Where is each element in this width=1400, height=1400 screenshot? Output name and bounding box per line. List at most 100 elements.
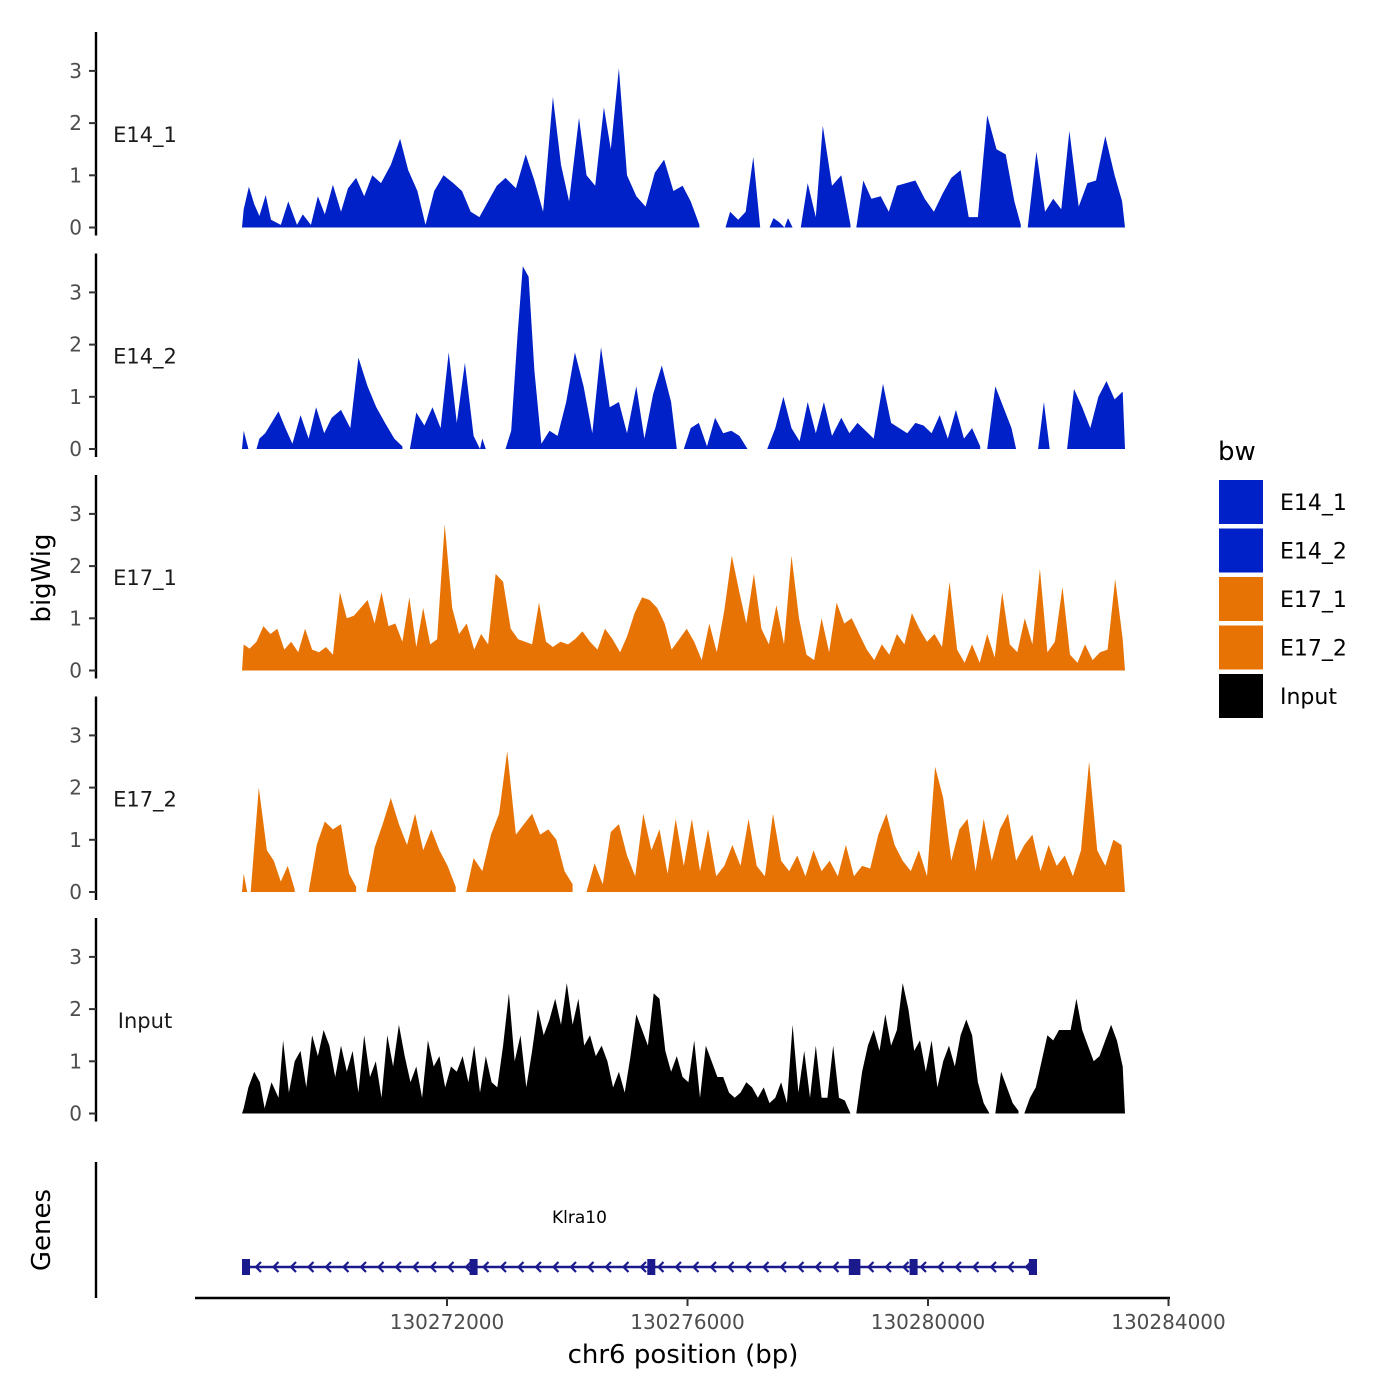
legend-entry-e17_1: E17_1 xyxy=(1219,577,1347,621)
x-tick-label: 130272000 xyxy=(390,1310,505,1334)
signal-area xyxy=(683,417,748,449)
legend-entry-e14_1: E14_1 xyxy=(1219,480,1347,524)
x-tick-label: 130284000 xyxy=(1111,1310,1226,1334)
strand-arrow-icon xyxy=(971,1261,980,1273)
signal-area xyxy=(466,751,573,892)
genes-panel-title: Genes xyxy=(27,1189,57,1271)
signal-area xyxy=(987,386,1017,449)
strand-arrow-icon xyxy=(359,1261,367,1273)
strand-arrow-icon xyxy=(499,1261,507,1273)
strand-arrow-icon xyxy=(271,1261,280,1273)
legend-swatch xyxy=(1219,674,1263,718)
signal-area xyxy=(308,821,357,892)
gene-exon xyxy=(469,1259,478,1275)
x-axis: 130272000 130276000 130280000 130284000 chr… xyxy=(195,1296,1226,1370)
signal-area xyxy=(1024,998,1125,1114)
y-tick-label: 0 xyxy=(69,659,82,683)
legend-label: E14_1 xyxy=(1280,491,1347,516)
x-axis-title: chr6 position (bp) xyxy=(568,1340,799,1370)
strand-arrow-icon xyxy=(656,1261,665,1273)
gene-panel: Genes Klra10 xyxy=(27,1162,1037,1298)
y-tick-label: 0 xyxy=(69,216,82,240)
y-tick-label: 3 xyxy=(69,502,82,526)
gene-exon xyxy=(1028,1259,1037,1275)
y-tick-label: 0 xyxy=(69,1102,82,1126)
track-label: E17_2 xyxy=(113,788,177,813)
y-tick-label: 3 xyxy=(69,723,82,747)
y-tick-label: 0 xyxy=(69,880,82,904)
y-tick-label: 1 xyxy=(69,163,82,187)
track-e14_2: 0 1 2 3 E14_2 xyxy=(69,253,1125,461)
y-axis-title: bigWig xyxy=(27,533,57,622)
y-tick-label: 1 xyxy=(69,606,82,630)
legend-entry-e17_2: E17_2 xyxy=(1219,625,1347,670)
track-label: E17_1 xyxy=(113,566,177,591)
signal-area xyxy=(256,357,403,449)
gene-exon xyxy=(647,1259,656,1275)
signal-area xyxy=(769,218,793,228)
strand-arrow-icon xyxy=(306,1261,315,1273)
strand-arrow-icon xyxy=(919,1261,927,1273)
track-label: Input xyxy=(118,1009,172,1033)
signal-area xyxy=(242,68,700,228)
strand-arrow-icon xyxy=(411,1261,420,1273)
legend-swatch xyxy=(1219,577,1263,621)
legend-label: E14_2 xyxy=(1280,540,1347,565)
strand-arrow-icon xyxy=(744,1261,752,1273)
strand-arrow-icon xyxy=(446,1261,455,1273)
x-tick-label: 130280000 xyxy=(871,1310,986,1334)
y-tick-label: 2 xyxy=(69,111,82,135)
signal-area xyxy=(856,115,1021,228)
strand-arrow-icon xyxy=(341,1261,350,1273)
legend-swatch xyxy=(1219,625,1263,670)
signal-area xyxy=(586,761,1125,892)
legend-entry-e14_2: E14_2 xyxy=(1219,528,1347,573)
y-tick-label: 3 xyxy=(69,59,82,83)
strand-arrow-icon xyxy=(831,1261,840,1273)
strand-arrow-icon xyxy=(1006,1261,1015,1273)
track-e17_1: 0 1 2 3 E17_1 xyxy=(69,475,1125,683)
signal-area xyxy=(250,787,295,892)
strand-arrow-icon xyxy=(534,1261,542,1273)
legend-entry-input: Input xyxy=(1219,674,1337,718)
legend: bw E14_1 E14_2 E17_1 E17_2 Input xyxy=(1218,437,1347,718)
signal-area xyxy=(242,524,1125,671)
track-e17_2: 0 1 2 3 E17_2 xyxy=(69,696,1125,904)
strand-arrow-icon xyxy=(604,1261,612,1273)
legend-entries: E14_1 E14_2 E17_1 E17_2 Input xyxy=(1219,480,1347,718)
y-tick-label: 1 xyxy=(69,1049,82,1073)
signal-area xyxy=(767,383,981,449)
strand-arrow-icon xyxy=(709,1261,717,1273)
signal-area xyxy=(1067,381,1125,449)
strand-arrow-icon xyxy=(639,1261,647,1273)
legend-swatch xyxy=(1219,480,1263,524)
signal-area xyxy=(242,983,851,1114)
y-tick-label: 3 xyxy=(69,945,82,969)
strand-arrow-icon xyxy=(866,1261,875,1273)
signal-area xyxy=(800,125,851,228)
y-tick-label: 2 xyxy=(69,554,82,578)
legend-swatch xyxy=(1219,528,1263,573)
strand-arrow-icon xyxy=(394,1261,402,1273)
strand-arrow-icon xyxy=(884,1261,892,1273)
strand-arrow-icon xyxy=(989,1261,997,1273)
strand-arrow-icon xyxy=(481,1261,490,1273)
strand-arrow-icon xyxy=(621,1261,630,1273)
strand-arrow-icon xyxy=(516,1261,525,1273)
x-tick-label: 130276000 xyxy=(630,1310,745,1334)
y-tick-label: 1 xyxy=(69,828,82,852)
legend-label: E17_2 xyxy=(1280,637,1347,662)
strand-arrow-icon xyxy=(254,1261,262,1273)
strand-arrow-icon xyxy=(464,1261,472,1273)
signal-area xyxy=(242,873,248,892)
gene-name-label: Klra10 xyxy=(552,1208,607,1228)
signal-area xyxy=(725,157,761,228)
signal-area xyxy=(1038,402,1050,449)
strand-arrow-icon xyxy=(691,1261,700,1273)
y-tick-label: 1 xyxy=(69,385,82,409)
y-tick-label: 2 xyxy=(69,333,82,357)
strand-arrow-icon xyxy=(726,1261,735,1273)
strand-arrow-icon xyxy=(936,1261,945,1273)
signal-area xyxy=(242,430,249,449)
